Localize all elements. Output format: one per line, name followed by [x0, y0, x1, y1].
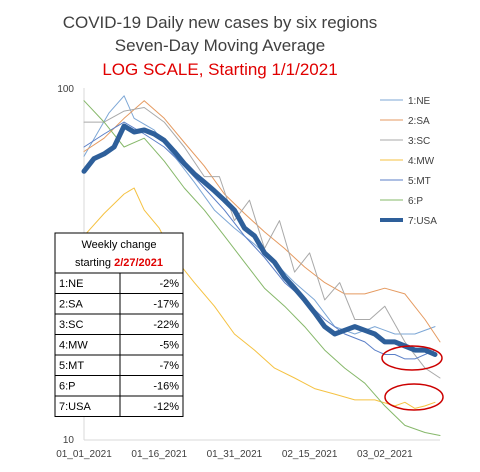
y-tick-label-10: 10 — [63, 435, 75, 446]
x-tick-label: 01_01_2021 — [56, 449, 112, 460]
table-region: 1:NE — [59, 278, 83, 290]
table-change: -7% — [159, 360, 179, 372]
weekly-change-table: Weekly change starting 2/27/2021 1:NE -2%… — [54, 232, 184, 417]
legend-label: 4:MW — [408, 156, 435, 167]
series-line-7-usa — [81, 123, 438, 357]
table-change: -2% — [159, 278, 179, 290]
table-region: 4:MW — [59, 340, 88, 352]
highlight-ellipse-upper — [381, 345, 443, 371]
x-tick-label: 02_15_2021 — [282, 449, 338, 460]
table-region: 7:USA — [59, 401, 91, 413]
table-header-date: 2/27/2021 — [114, 257, 163, 269]
legend-label: 3:SC — [408, 136, 430, 147]
table-region: 5:MT — [59, 360, 84, 372]
chart-title-line-2: Seven-Day Moving Average — [115, 36, 325, 55]
table-change: -22% — [153, 319, 179, 331]
x-tick-label: 03_02_2021 — [357, 449, 413, 460]
highlight-ellipse-lower — [384, 383, 444, 411]
series-line-1-ne — [83, 95, 436, 335]
series-line-3-sc — [83, 107, 441, 379]
series-line-6-p — [83, 100, 441, 436]
legend-label: 5:MT — [408, 176, 431, 187]
table-region: 6:P — [59, 381, 76, 393]
table-change: -17% — [153, 299, 179, 311]
legend-label: 7:USA — [408, 216, 437, 227]
y-tick-label-100: 100 — [57, 84, 74, 95]
table-region: 3:SC — [59, 319, 84, 331]
series-line-2-sa — [83, 100, 441, 343]
legend-label: 2:SA — [408, 116, 430, 127]
table-cell — [119, 395, 184, 417]
table-header-line-2: starting 2/27/2021 — [75, 257, 163, 269]
table-change: -16% — [153, 381, 179, 393]
chart-title-line-1: COVID-19 Daily new cases by six regions — [63, 13, 378, 32]
legend-label: 6:P — [408, 196, 423, 207]
table-header-prefix: starting — [75, 257, 114, 269]
table-region: 2:SA — [59, 299, 84, 311]
series-line-4-mw — [83, 187, 436, 409]
x-tick-label: 01_16_2021 — [131, 449, 187, 460]
table-change: -5% — [159, 340, 179, 352]
table-change: -12% — [153, 401, 179, 413]
table-header-line-1: Weekly change — [81, 239, 156, 251]
chart-subtitle: LOG SCALE, Starting 1/1/2021 — [102, 60, 337, 79]
legend-label: 1:NE — [408, 96, 431, 107]
x-tick-label: 01_31_2021 — [207, 449, 263, 460]
